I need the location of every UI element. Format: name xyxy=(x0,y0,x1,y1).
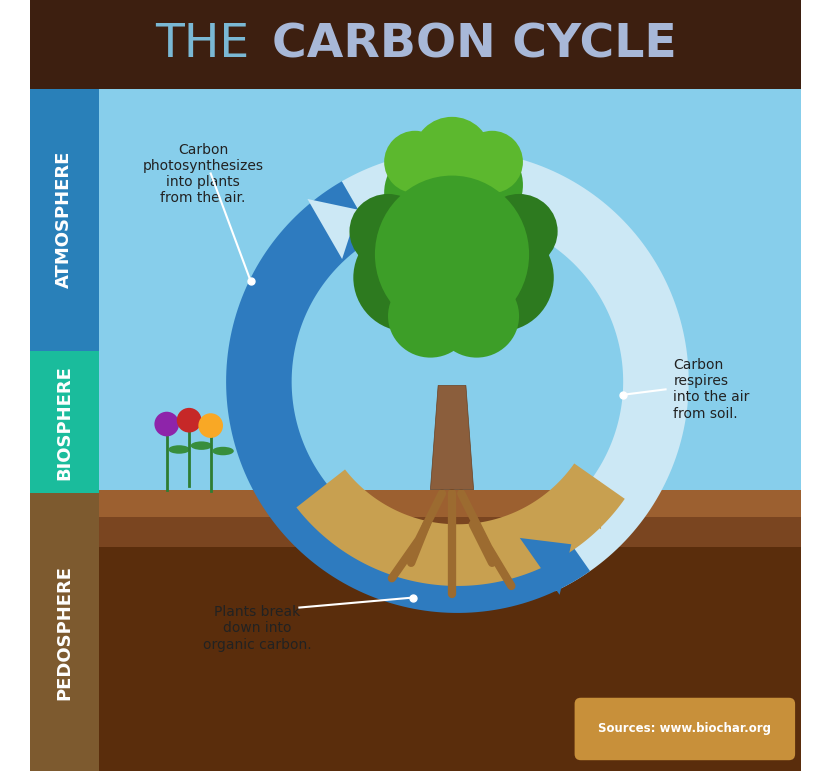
Polygon shape xyxy=(431,386,474,490)
Text: Sources: www.biochar.org: Sources: www.biochar.org xyxy=(598,722,771,735)
Polygon shape xyxy=(226,181,590,613)
FancyBboxPatch shape xyxy=(574,698,795,760)
Polygon shape xyxy=(307,199,358,259)
Ellipse shape xyxy=(434,274,519,358)
Text: ATMOSPHERE: ATMOSPHERE xyxy=(56,151,73,288)
Polygon shape xyxy=(554,481,601,530)
Polygon shape xyxy=(520,538,571,594)
Ellipse shape xyxy=(388,274,473,358)
Ellipse shape xyxy=(375,176,529,333)
Text: BIOSPHERE: BIOSPHERE xyxy=(56,365,73,480)
Ellipse shape xyxy=(354,224,461,332)
FancyBboxPatch shape xyxy=(99,493,800,547)
FancyBboxPatch shape xyxy=(30,0,800,89)
FancyBboxPatch shape xyxy=(30,493,99,771)
Ellipse shape xyxy=(191,441,212,450)
Ellipse shape xyxy=(384,147,476,238)
Circle shape xyxy=(198,413,223,438)
Ellipse shape xyxy=(384,131,446,193)
Text: PEDOSPHERE: PEDOSPHERE xyxy=(56,564,73,700)
Ellipse shape xyxy=(212,447,234,455)
Ellipse shape xyxy=(413,117,491,191)
Ellipse shape xyxy=(481,194,558,268)
Circle shape xyxy=(154,412,179,436)
Circle shape xyxy=(177,408,202,433)
Ellipse shape xyxy=(431,140,523,231)
Ellipse shape xyxy=(349,194,427,268)
Polygon shape xyxy=(296,463,625,586)
Ellipse shape xyxy=(446,224,554,332)
FancyBboxPatch shape xyxy=(99,490,800,517)
Text: Carbon
photosynthesizes
into plants
from the air.: Carbon photosynthesizes into plants from… xyxy=(143,143,263,205)
Text: THE: THE xyxy=(155,22,265,67)
FancyBboxPatch shape xyxy=(99,89,800,771)
Text: CARBON CYCLE: CARBON CYCLE xyxy=(272,22,677,67)
FancyBboxPatch shape xyxy=(30,89,99,351)
FancyBboxPatch shape xyxy=(99,493,800,771)
Ellipse shape xyxy=(168,446,190,453)
Polygon shape xyxy=(342,150,689,591)
Text: Carbon
respires
into the air
from soil.: Carbon respires into the air from soil. xyxy=(673,358,749,421)
Text: Plants break
down into
organic carbon.: Plants break down into organic carbon. xyxy=(203,605,311,651)
Ellipse shape xyxy=(364,163,540,345)
FancyBboxPatch shape xyxy=(30,351,99,493)
Ellipse shape xyxy=(461,131,523,193)
